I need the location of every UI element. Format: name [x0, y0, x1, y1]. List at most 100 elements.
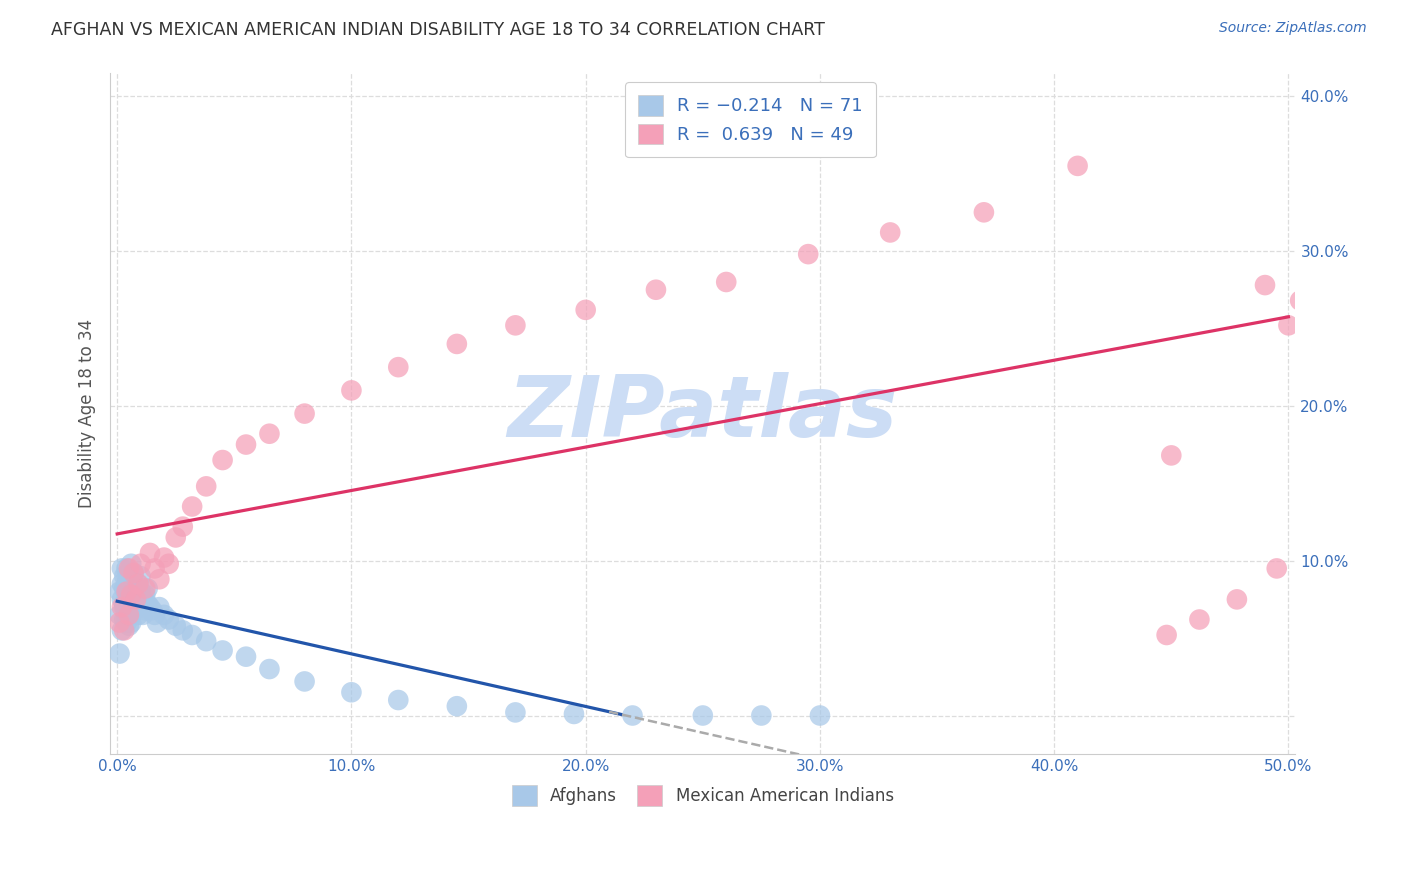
- Point: [111, 592, 134, 607]
- Point: [879, 226, 901, 240]
- Point: [165, 531, 187, 545]
- Point: [115, 561, 138, 575]
- Point: [148, 572, 170, 586]
- Point: [505, 318, 527, 333]
- Point: [122, 603, 145, 617]
- Point: [153, 607, 176, 622]
- Point: [387, 693, 409, 707]
- Point: [259, 662, 281, 676]
- Point: [1188, 613, 1211, 627]
- Text: AFGHAN VS MEXICAN AMERICAN INDIAN DISABILITY AGE 18 TO 34 CORRELATION CHART: AFGHAN VS MEXICAN AMERICAN INDIAN DISABI…: [51, 21, 824, 39]
- Point: [122, 566, 145, 580]
- Point: [387, 360, 409, 375]
- Point: [132, 607, 155, 622]
- Point: [125, 582, 148, 596]
- Point: [1324, 167, 1347, 181]
- Point: [112, 582, 135, 596]
- Point: [645, 283, 668, 297]
- Point: [112, 600, 135, 615]
- Point: [112, 569, 135, 583]
- Point: [1160, 449, 1182, 463]
- Point: [294, 674, 316, 689]
- Point: [143, 561, 166, 575]
- Point: [125, 592, 148, 607]
- Point: [115, 615, 138, 630]
- Point: [172, 519, 194, 533]
- Point: [115, 584, 138, 599]
- Point: [294, 407, 316, 421]
- Text: ZIPatlas: ZIPatlas: [508, 372, 898, 455]
- Point: [120, 607, 142, 622]
- Point: [235, 437, 257, 451]
- Point: [120, 572, 142, 586]
- Point: [211, 453, 233, 467]
- Point: [575, 302, 598, 317]
- Point: [157, 613, 180, 627]
- Point: [111, 624, 134, 638]
- Point: [751, 708, 773, 723]
- Point: [115, 592, 138, 607]
- Point: [112, 624, 135, 638]
- Point: [125, 600, 148, 615]
- Point: [120, 557, 142, 571]
- Point: [562, 706, 585, 721]
- Point: [1289, 293, 1312, 308]
- Point: [195, 479, 218, 493]
- Point: [165, 618, 187, 632]
- Point: [111, 600, 134, 615]
- Point: [122, 577, 145, 591]
- Point: [125, 588, 148, 602]
- Point: [235, 649, 257, 664]
- Point: [127, 577, 149, 591]
- Point: [716, 275, 738, 289]
- Point: [127, 592, 149, 607]
- Point: [118, 603, 141, 617]
- Point: [692, 708, 714, 723]
- Point: [1347, 267, 1369, 281]
- Point: [211, 643, 233, 657]
- Point: [1066, 159, 1088, 173]
- Point: [136, 597, 159, 611]
- Point: [134, 582, 156, 596]
- Point: [195, 634, 218, 648]
- Point: [108, 615, 131, 630]
- Point: [118, 607, 141, 622]
- Point: [340, 685, 363, 699]
- Point: [134, 603, 156, 617]
- Point: [127, 577, 149, 591]
- Point: [1312, 337, 1334, 351]
- Point: [129, 600, 152, 615]
- Point: [120, 597, 142, 611]
- Point: [118, 569, 141, 583]
- Point: [446, 699, 468, 714]
- Point: [108, 647, 131, 661]
- Point: [446, 337, 468, 351]
- Point: [1336, 148, 1358, 162]
- Point: [129, 569, 152, 583]
- Point: [132, 592, 155, 607]
- Point: [153, 550, 176, 565]
- Point: [148, 600, 170, 615]
- Y-axis label: Disability Age 18 to 34: Disability Age 18 to 34: [79, 319, 96, 508]
- Point: [1156, 628, 1178, 642]
- Point: [1254, 278, 1277, 293]
- Point: [1265, 561, 1288, 575]
- Legend: Afghans, Mexican American Indians: Afghans, Mexican American Indians: [503, 777, 903, 814]
- Point: [120, 588, 142, 602]
- Point: [181, 500, 204, 514]
- Point: [505, 706, 527, 720]
- Point: [127, 607, 149, 622]
- Point: [340, 384, 363, 398]
- Point: [112, 597, 135, 611]
- Point: [141, 603, 163, 617]
- Point: [143, 607, 166, 622]
- Point: [134, 588, 156, 602]
- Point: [112, 613, 135, 627]
- Point: [172, 624, 194, 638]
- Point: [122, 566, 145, 580]
- Point: [129, 557, 152, 571]
- Point: [122, 592, 145, 607]
- Text: Source: ZipAtlas.com: Source: ZipAtlas.com: [1219, 21, 1367, 36]
- Point: [118, 618, 141, 632]
- Point: [973, 205, 995, 219]
